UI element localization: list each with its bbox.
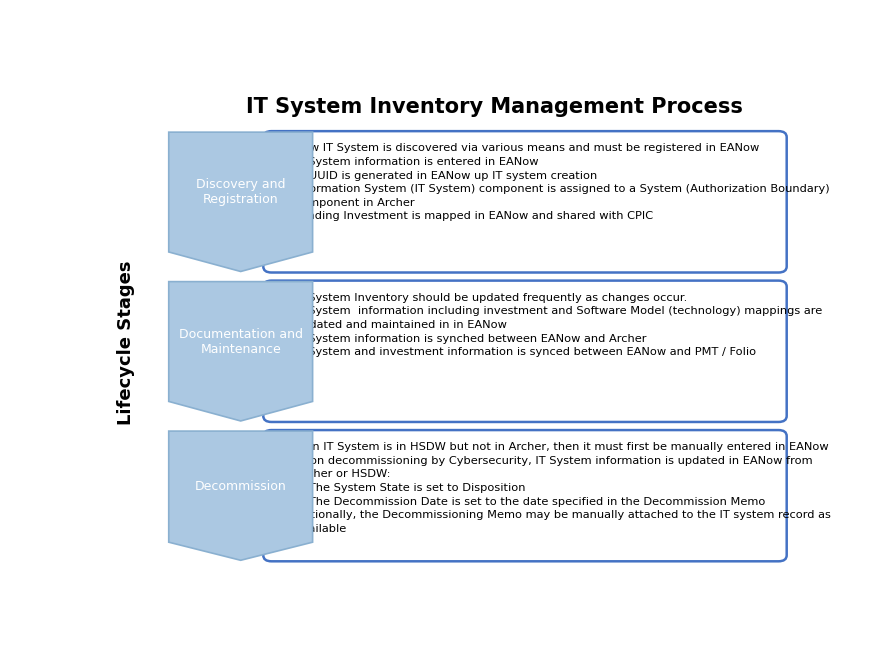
Polygon shape <box>169 132 313 272</box>
FancyBboxPatch shape <box>263 131 787 272</box>
Text: Decommission: Decommission <box>194 480 286 493</box>
Text: Documentation and
Maintenance: Documentation and Maintenance <box>179 328 302 355</box>
Text: IT System Inventory Management Process: IT System Inventory Management Process <box>246 97 743 116</box>
Text: Lifecycle Stages: Lifecycle Stages <box>117 260 134 424</box>
Text: • If an IT System is in HSDW but not in Archer, then it must first be manually e: • If an IT System is in HSDW but not in … <box>284 442 831 534</box>
FancyBboxPatch shape <box>263 280 787 422</box>
Polygon shape <box>169 431 313 561</box>
Text: Discovery and
Registration: Discovery and Registration <box>196 178 286 206</box>
Text: • IT System Inventory should be updated frequently as changes occur.
• IT System: • IT System Inventory should be updated … <box>284 293 822 357</box>
FancyBboxPatch shape <box>263 430 787 561</box>
Polygon shape <box>169 282 313 421</box>
Text: • New IT System is discovered via various means and must be registered in EANow
: • New IT System is discovered via variou… <box>284 143 829 221</box>
